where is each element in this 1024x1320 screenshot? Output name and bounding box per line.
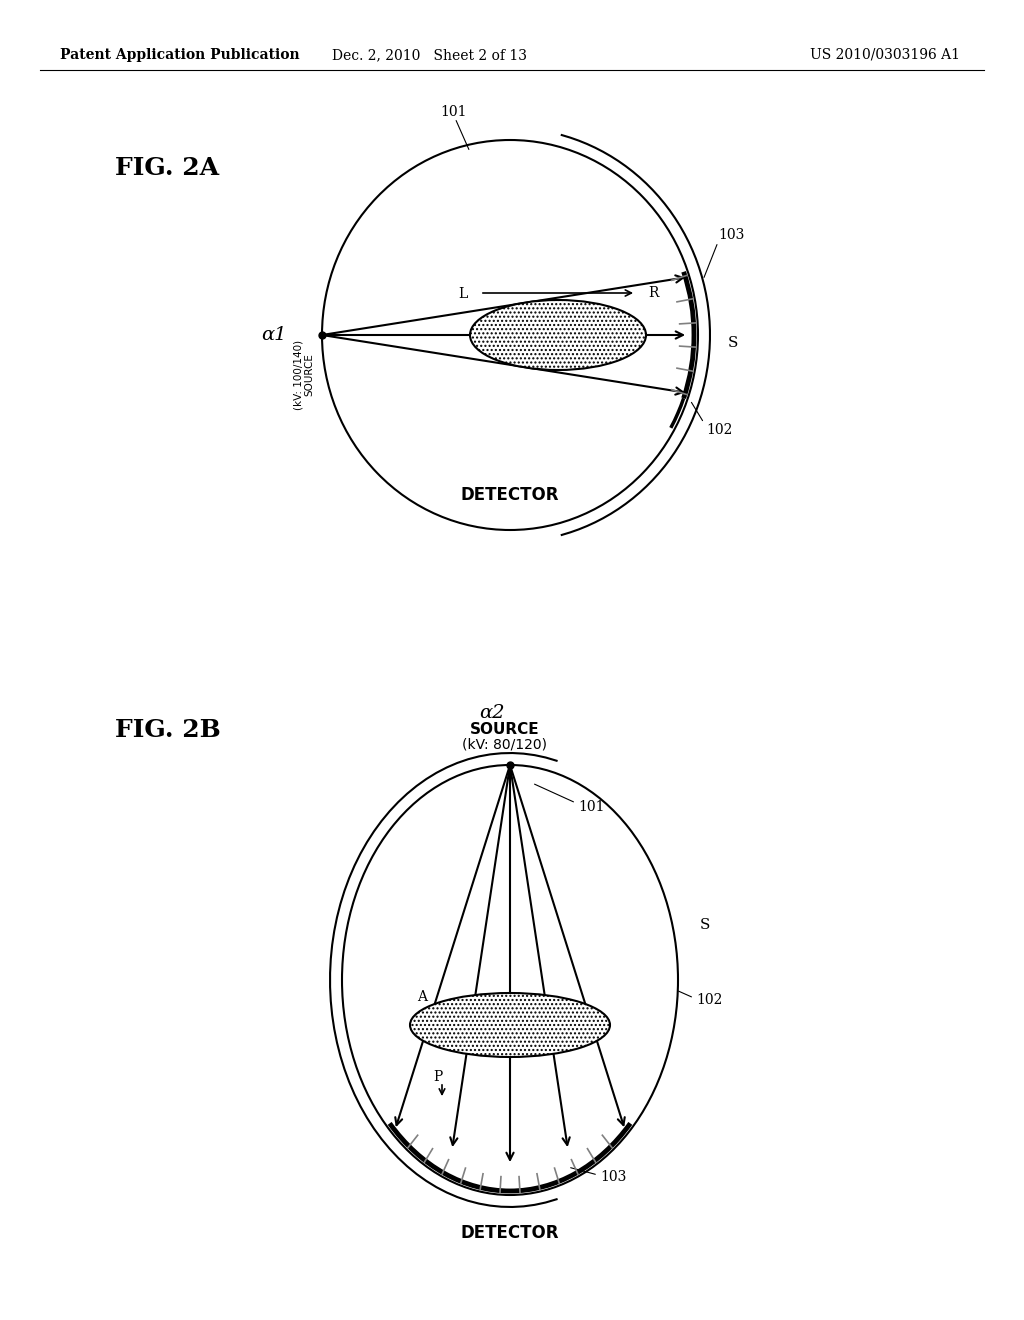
Text: 103: 103: [600, 1170, 627, 1184]
Ellipse shape: [410, 993, 610, 1057]
Text: SOURCE: SOURCE: [470, 722, 540, 738]
Text: DETECTOR: DETECTOR: [461, 1224, 559, 1242]
Text: FIG. 2B: FIG. 2B: [115, 718, 221, 742]
Text: FIG. 2A: FIG. 2A: [115, 156, 219, 180]
Text: A: A: [417, 990, 427, 1005]
Text: 101: 101: [440, 106, 467, 119]
Text: α1: α1: [261, 326, 287, 345]
Ellipse shape: [470, 300, 646, 370]
Text: DETECTOR: DETECTOR: [461, 486, 559, 504]
Text: Patent Application Publication: Patent Application Publication: [60, 48, 300, 62]
Text: US 2010/0303196 A1: US 2010/0303196 A1: [810, 48, 961, 62]
Text: Dec. 2, 2010   Sheet 2 of 13: Dec. 2, 2010 Sheet 2 of 13: [333, 48, 527, 62]
Text: L: L: [459, 286, 468, 301]
Text: α2: α2: [479, 704, 505, 722]
Text: 102: 102: [696, 993, 722, 1007]
Text: (kV: 80/120): (kV: 80/120): [463, 738, 548, 752]
Text: 102: 102: [706, 422, 732, 437]
Text: (kV: 100/140)
SOURCE: (kV: 100/140) SOURCE: [293, 341, 314, 411]
Text: 101: 101: [578, 800, 604, 814]
Text: 103: 103: [718, 228, 744, 242]
Text: P: P: [433, 1071, 442, 1084]
Text: R: R: [648, 286, 658, 300]
Text: S: S: [728, 337, 738, 350]
Text: S: S: [700, 917, 711, 932]
